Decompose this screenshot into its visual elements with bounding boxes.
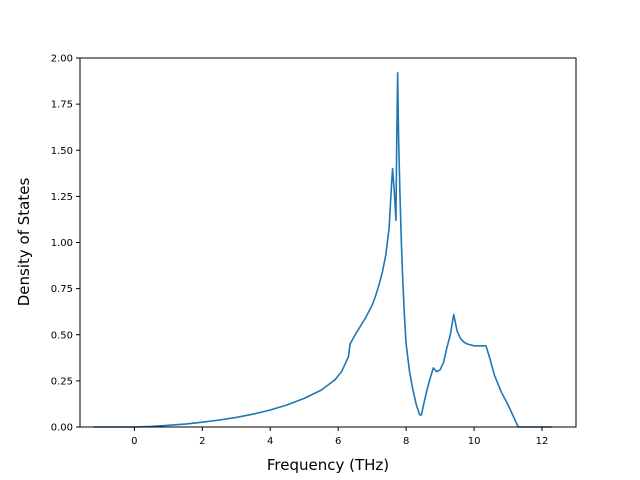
y-tick-label: 1.50 bbox=[51, 146, 73, 157]
y-axis-ticks: 0.00 0.25 0.50 0.75 1.00 1.25 1.50 1.75 2.00 bbox=[51, 54, 80, 434]
x-axis-title: Frequency (THz) bbox=[267, 456, 389, 474]
plot-frame bbox=[79, 57, 577, 428]
y-tick-label: 0.25 bbox=[51, 376, 73, 387]
x-tick-label: 0 bbox=[131, 436, 137, 447]
y-tick-label: 1.25 bbox=[51, 192, 73, 203]
x-tick-label: 2 bbox=[199, 436, 205, 447]
plot-area bbox=[93, 71, 553, 428]
x-tick-label: 10 bbox=[468, 436, 481, 447]
y-tick-label: 0.00 bbox=[51, 423, 73, 434]
x-axis-ticks: 0 2 4 6 8 10 12 bbox=[131, 427, 548, 447]
dos-series-line-0 bbox=[93, 71, 553, 428]
y-tick-label: 0.75 bbox=[51, 284, 73, 295]
x-tick-label: 8 bbox=[403, 436, 409, 447]
y-tick-label: 2.00 bbox=[51, 54, 73, 65]
y-axis-title: Density of States bbox=[15, 178, 33, 307]
x-tick-label: 12 bbox=[536, 436, 549, 447]
y-tick-label: 0.50 bbox=[51, 330, 73, 341]
y-tick-label: 1.00 bbox=[51, 238, 73, 249]
y-tick-label: 1.75 bbox=[51, 100, 73, 111]
x-tick-label: 6 bbox=[335, 436, 341, 447]
x-tick-label: 4 bbox=[267, 436, 273, 447]
